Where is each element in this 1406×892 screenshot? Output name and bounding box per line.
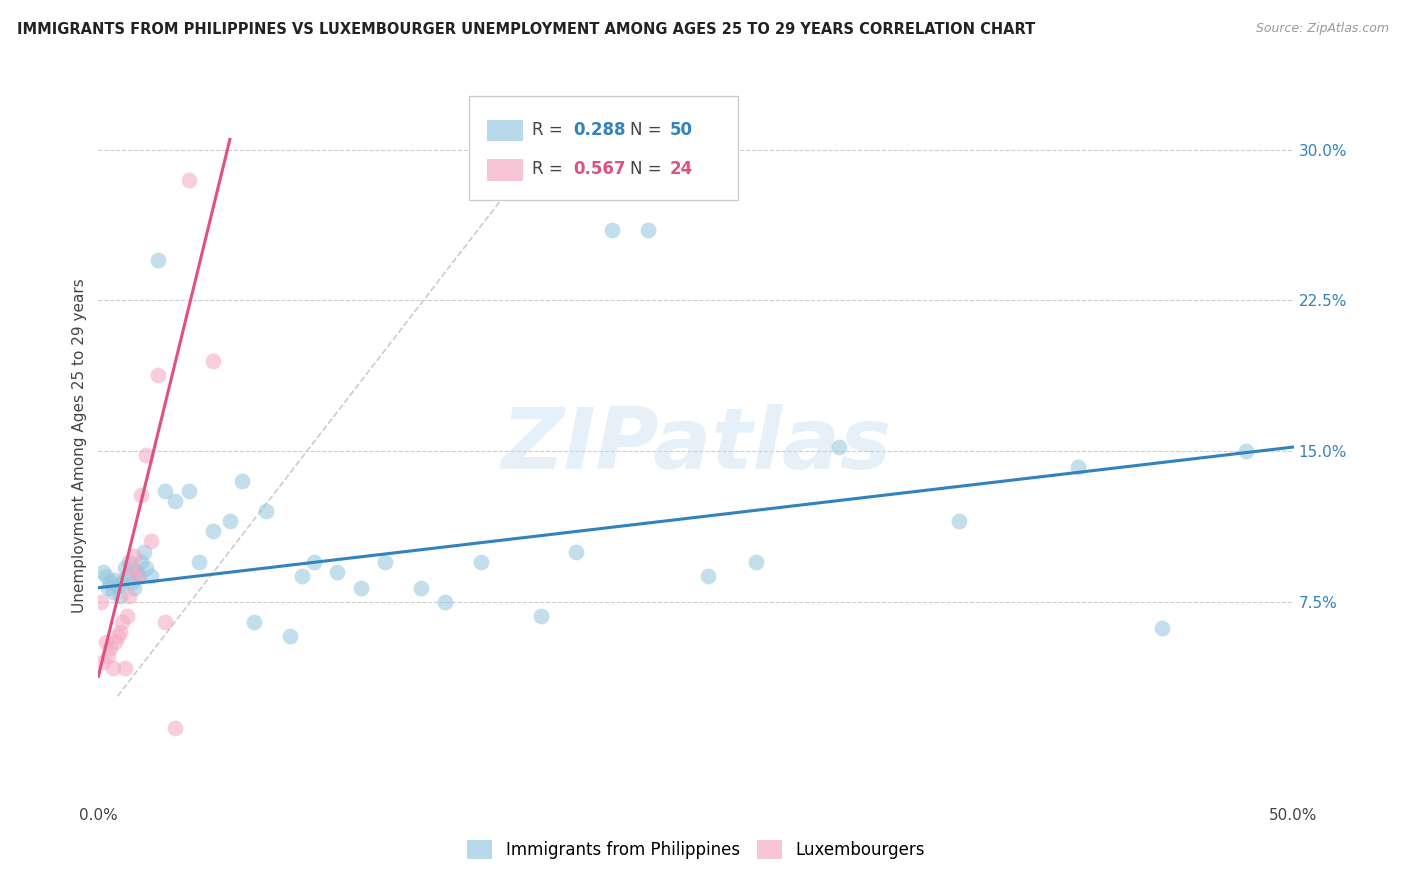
Text: IMMIGRANTS FROM PHILIPPINES VS LUXEMBOURGER UNEMPLOYMENT AMONG AGES 25 TO 29 YEA: IMMIGRANTS FROM PHILIPPINES VS LUXEMBOUR… [17, 22, 1035, 37]
Point [139, 534, 162, 549]
Point [254, 504, 277, 518]
Point [948, 515, 970, 529]
Point [98, 574, 122, 589]
Point [179, 484, 201, 499]
Point [128, 568, 150, 582]
Point [411, 581, 433, 595]
Point [155, 615, 177, 629]
Point [745, 555, 768, 569]
Point [118, 589, 141, 603]
Y-axis label: Unemployment Among Ages 25 to 29 years: Unemployment Among Ages 25 to 29 years [72, 278, 87, 614]
Point [179, 172, 201, 186]
Bar [486, 120, 523, 141]
Text: 0.288: 0.288 [572, 121, 626, 139]
Point [828, 440, 851, 454]
Point [107, 579, 129, 593]
Point [135, 448, 157, 462]
Text: R =: R = [533, 161, 568, 178]
Point [1150, 621, 1173, 635]
Point [91, 655, 114, 669]
Point [163, 494, 186, 508]
Point [115, 568, 138, 582]
Text: R =: R = [533, 121, 568, 139]
Point [163, 722, 186, 736]
Point [107, 629, 129, 643]
Point [121, 560, 143, 574]
Legend: Immigrants from Philippines, Luxembourgers: Immigrants from Philippines, Luxembourge… [461, 834, 931, 866]
FancyBboxPatch shape [470, 96, 738, 200]
Point [111, 615, 134, 629]
Point [565, 544, 588, 558]
Point [202, 353, 225, 368]
Point [326, 565, 349, 579]
Point [111, 574, 134, 589]
Point [114, 661, 136, 675]
Point [529, 608, 551, 623]
Point [187, 555, 209, 569]
Point [104, 635, 127, 649]
Point [98, 640, 122, 655]
Point [139, 568, 162, 582]
Point [121, 574, 143, 589]
Point [108, 624, 131, 639]
Point [231, 474, 253, 488]
Point [278, 629, 301, 643]
Point [219, 515, 242, 529]
Text: Source: ZipAtlas.com: Source: ZipAtlas.com [1256, 22, 1389, 36]
Point [302, 555, 325, 569]
Point [1234, 444, 1257, 458]
Point [243, 615, 266, 629]
Point [132, 544, 155, 558]
Point [91, 565, 114, 579]
Text: N =: N = [630, 161, 666, 178]
Point [97, 581, 120, 595]
Point [600, 223, 623, 237]
Point [131, 488, 153, 502]
Point [637, 223, 659, 237]
Point [155, 484, 177, 499]
Point [131, 555, 153, 569]
Point [104, 573, 127, 587]
Point [470, 555, 492, 569]
Point [94, 568, 117, 582]
Text: 0.567: 0.567 [572, 161, 626, 178]
Point [433, 595, 456, 609]
Text: N =: N = [630, 121, 666, 139]
Point [374, 555, 396, 569]
Point [114, 560, 136, 574]
Point [290, 568, 312, 582]
Point [108, 589, 131, 603]
Point [148, 368, 170, 382]
Point [697, 568, 720, 582]
Bar [486, 159, 523, 180]
Point [350, 581, 373, 595]
Point [1067, 460, 1090, 475]
Text: ZIPatlas: ZIPatlas [501, 404, 891, 488]
Point [124, 581, 146, 595]
Point [202, 524, 225, 539]
Point [118, 555, 141, 569]
Point [97, 648, 120, 663]
Point [125, 568, 148, 582]
Point [101, 661, 124, 675]
Point [124, 549, 146, 563]
Text: 50: 50 [669, 121, 693, 139]
Point [90, 595, 112, 609]
Point [135, 560, 157, 574]
Point [125, 565, 148, 579]
Point [101, 584, 124, 599]
Text: 24: 24 [669, 161, 693, 178]
Point [94, 635, 117, 649]
Point [115, 608, 138, 623]
Point [148, 253, 170, 268]
